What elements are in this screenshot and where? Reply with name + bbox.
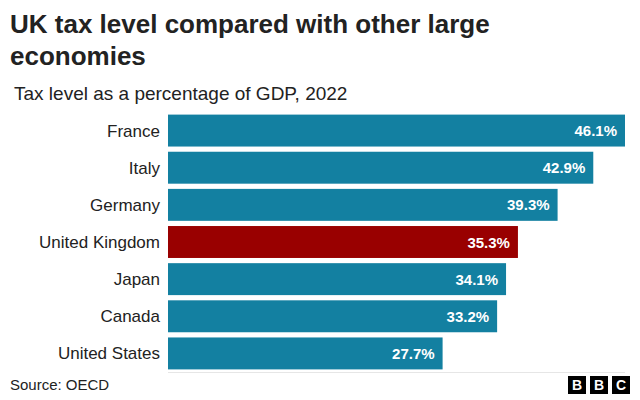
bars: [168, 115, 625, 370]
data-label: 46.1%: [574, 122, 617, 139]
bar: [168, 189, 558, 221]
data-label: 34.1%: [455, 271, 498, 288]
logo: BBC: [568, 376, 630, 394]
category-label: Canada: [100, 307, 160, 326]
x-axis-line: [168, 372, 625, 373]
logo-letter: B: [594, 377, 604, 393]
category-label: Italy: [129, 159, 161, 178]
data-label: 35.3%: [467, 234, 510, 251]
category-label: United Kingdom: [39, 233, 160, 252]
labels: France 46.1% Italy 42.9% Germany 39.3% United …: [39, 122, 617, 364]
logo-box: [568, 376, 586, 394]
category-label: Germany: [90, 196, 160, 215]
category-label: United States: [58, 344, 160, 363]
subtitle: Tax level as a percentage of GDP, 2022: [14, 83, 347, 105]
logo-letter: B: [572, 377, 582, 393]
data-label: 39.3%: [507, 196, 550, 213]
logo-box: [590, 376, 608, 394]
title: UK tax level compared with other large e…: [10, 8, 610, 72]
bar: [168, 226, 518, 258]
bar: [168, 152, 593, 184]
category-label: Japan: [114, 270, 160, 289]
bar: [168, 300, 497, 332]
logo-letter: C: [616, 377, 626, 393]
data-label: 27.7%: [392, 345, 435, 362]
chart: France 46.1% Italy 42.9% Germany 39.3% United …: [0, 0, 640, 400]
data-label: 33.2%: [447, 308, 490, 325]
logo-box: [612, 376, 630, 394]
bar: [168, 115, 625, 147]
bar: [168, 337, 443, 369]
bar: [168, 263, 506, 295]
source: Source: OECD: [10, 376, 109, 393]
data-label: 42.9%: [543, 159, 586, 176]
category-label: France: [107, 122, 160, 141]
